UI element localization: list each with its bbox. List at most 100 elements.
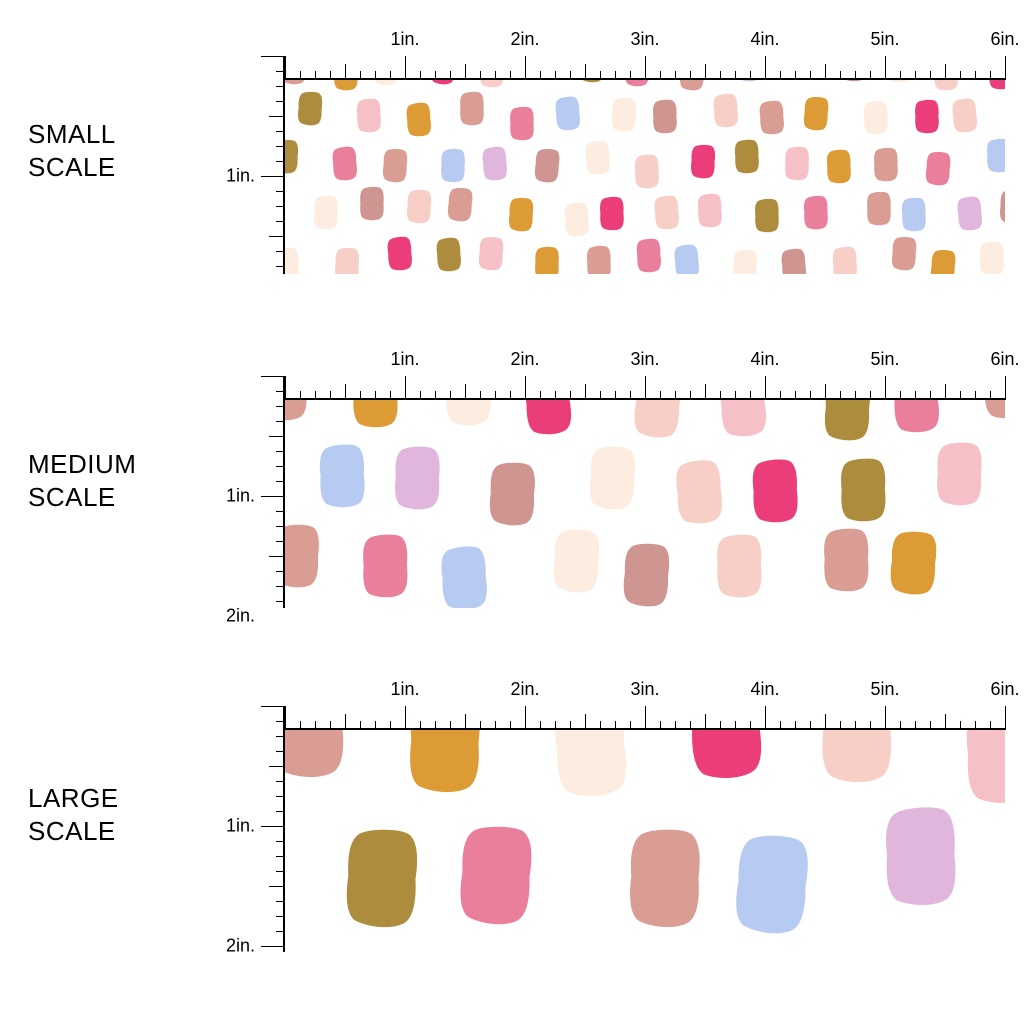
paint-dab: [554, 95, 583, 136]
paint-dab: [651, 99, 678, 139]
paint-dab: [929, 248, 958, 274]
ruler-v-small: 1in.: [261, 56, 285, 274]
label-large: LARGESCALE: [28, 782, 119, 847]
paint-dab: [532, 147, 561, 189]
paint-dab: [285, 139, 300, 180]
paint-dab: [696, 193, 723, 234]
ruler-h-label: 3in.: [630, 349, 659, 370]
paint-dab: [317, 443, 367, 514]
paint-dab: [731, 249, 759, 274]
paint-dab: [586, 444, 639, 516]
paint-dab: [440, 147, 467, 187]
paint-dab: [672, 243, 701, 274]
paint-dab: [386, 235, 415, 274]
ruler-h-small: 1in.2in.3in.4in.5in.6in.: [285, 56, 1005, 80]
ruler-h-label: 1in.: [390, 349, 419, 370]
paint-dab: [446, 186, 475, 228]
paint-dab: [653, 194, 682, 235]
ruler-v-label: 2in.: [226, 606, 255, 627]
paint-dab: [887, 529, 940, 602]
paint-dab: [331, 145, 360, 186]
paint-dab: [392, 444, 442, 515]
paint-dab: [550, 527, 603, 600]
paint-dab: [435, 237, 464, 274]
paint-dab: [381, 147, 409, 188]
paint-dab: [507, 197, 535, 238]
ruler-v-medium: 1in.2in.: [261, 376, 285, 608]
paint-dab: [626, 826, 705, 934]
paint-dab: [620, 541, 673, 608]
paint-dab: [754, 197, 781, 237]
paint-dab: [831, 246, 859, 274]
paint-dab: [923, 150, 952, 191]
paint-dab: [934, 440, 984, 511]
paint-dab: [633, 153, 660, 193]
ruler-h-medium: 1in.2in.3in.4in.5in.6in.: [285, 376, 1005, 400]
paint-dab: [872, 147, 899, 187]
paint-dab: [477, 235, 505, 274]
ruler-v-label: 1in.: [226, 816, 255, 837]
ruler-h-large: 1in.2in.3in.4in.5in.6in.: [285, 706, 1005, 730]
paint-dab: [951, 97, 980, 139]
ruler-h-label: 5in.: [870, 349, 899, 370]
paint-dab: [863, 100, 890, 140]
paint-dab: [802, 195, 829, 235]
swatch-medium: [285, 376, 1005, 608]
paint-dab: [986, 138, 1005, 178]
paint-dab: [689, 143, 717, 184]
paint-dab: [285, 246, 301, 274]
paint-dab: [533, 245, 559, 274]
paint-dab: [715, 533, 764, 603]
paint-dab: [584, 139, 612, 180]
ruler-h-label: 4in.: [750, 349, 779, 370]
paint-dab: [481, 145, 510, 186]
paint-dab: [355, 98, 382, 139]
ruler-h-label: 4in.: [750, 679, 779, 700]
ruler-h-label: 6in.: [990, 679, 1019, 700]
ruler-v-label: 1in.: [226, 166, 255, 187]
ruler-h-label: 3in.: [630, 29, 659, 50]
paint-dab: [825, 149, 852, 189]
paint-dab: [729, 830, 814, 942]
label-medium: MEDIUMSCALE: [28, 448, 136, 513]
paint-dab: [599, 195, 626, 235]
paint-dab: [979, 241, 1005, 274]
paint-dab: [757, 99, 785, 140]
ruler-h-label: 1in.: [390, 679, 419, 700]
paint-dab: [360, 533, 409, 603]
paint-dab: [333, 247, 361, 274]
paint-dab: [508, 106, 534, 146]
paint-dab: [295, 90, 323, 131]
paint-dab: [312, 195, 339, 235]
paint-dab: [839, 457, 888, 527]
paint-dab: [454, 822, 536, 933]
paint-dab: [914, 99, 940, 139]
ruler-h-label: 2in.: [510, 679, 539, 700]
paint-dab: [459, 91, 485, 131]
label-small: SMALLSCALE: [28, 118, 116, 183]
paint-dab: [1002, 534, 1005, 605]
paint-dab: [784, 146, 811, 186]
ruler-h-label: 3in.: [630, 679, 659, 700]
ruler-h-label: 6in.: [990, 29, 1019, 50]
paint-dab: [437, 543, 490, 608]
ruler-v-label: 2in.: [226, 936, 255, 957]
paint-dab: [802, 95, 831, 136]
paint-dab: [405, 188, 433, 229]
ruler-h-label: 1in.: [390, 29, 419, 50]
paint-dab: [865, 191, 891, 231]
paint-dab: [998, 188, 1005, 229]
ruler-h-label: 5in.: [870, 29, 899, 50]
ruler-h-label: 2in.: [510, 349, 539, 370]
paint-dab: [900, 197, 927, 237]
swatch-small: [285, 56, 1005, 274]
ruler-h-label: 4in.: [750, 29, 779, 50]
ruler-v-large: 1in.2in.: [261, 706, 285, 952]
paint-dab: [635, 237, 663, 274]
paint-dab: [882, 804, 960, 912]
ruler-h-label: 2in.: [510, 29, 539, 50]
paint-dab: [487, 460, 538, 532]
paint-dab: [673, 457, 727, 530]
ruler-h-label: 6in.: [990, 349, 1019, 370]
paint-dab: [285, 522, 322, 594]
